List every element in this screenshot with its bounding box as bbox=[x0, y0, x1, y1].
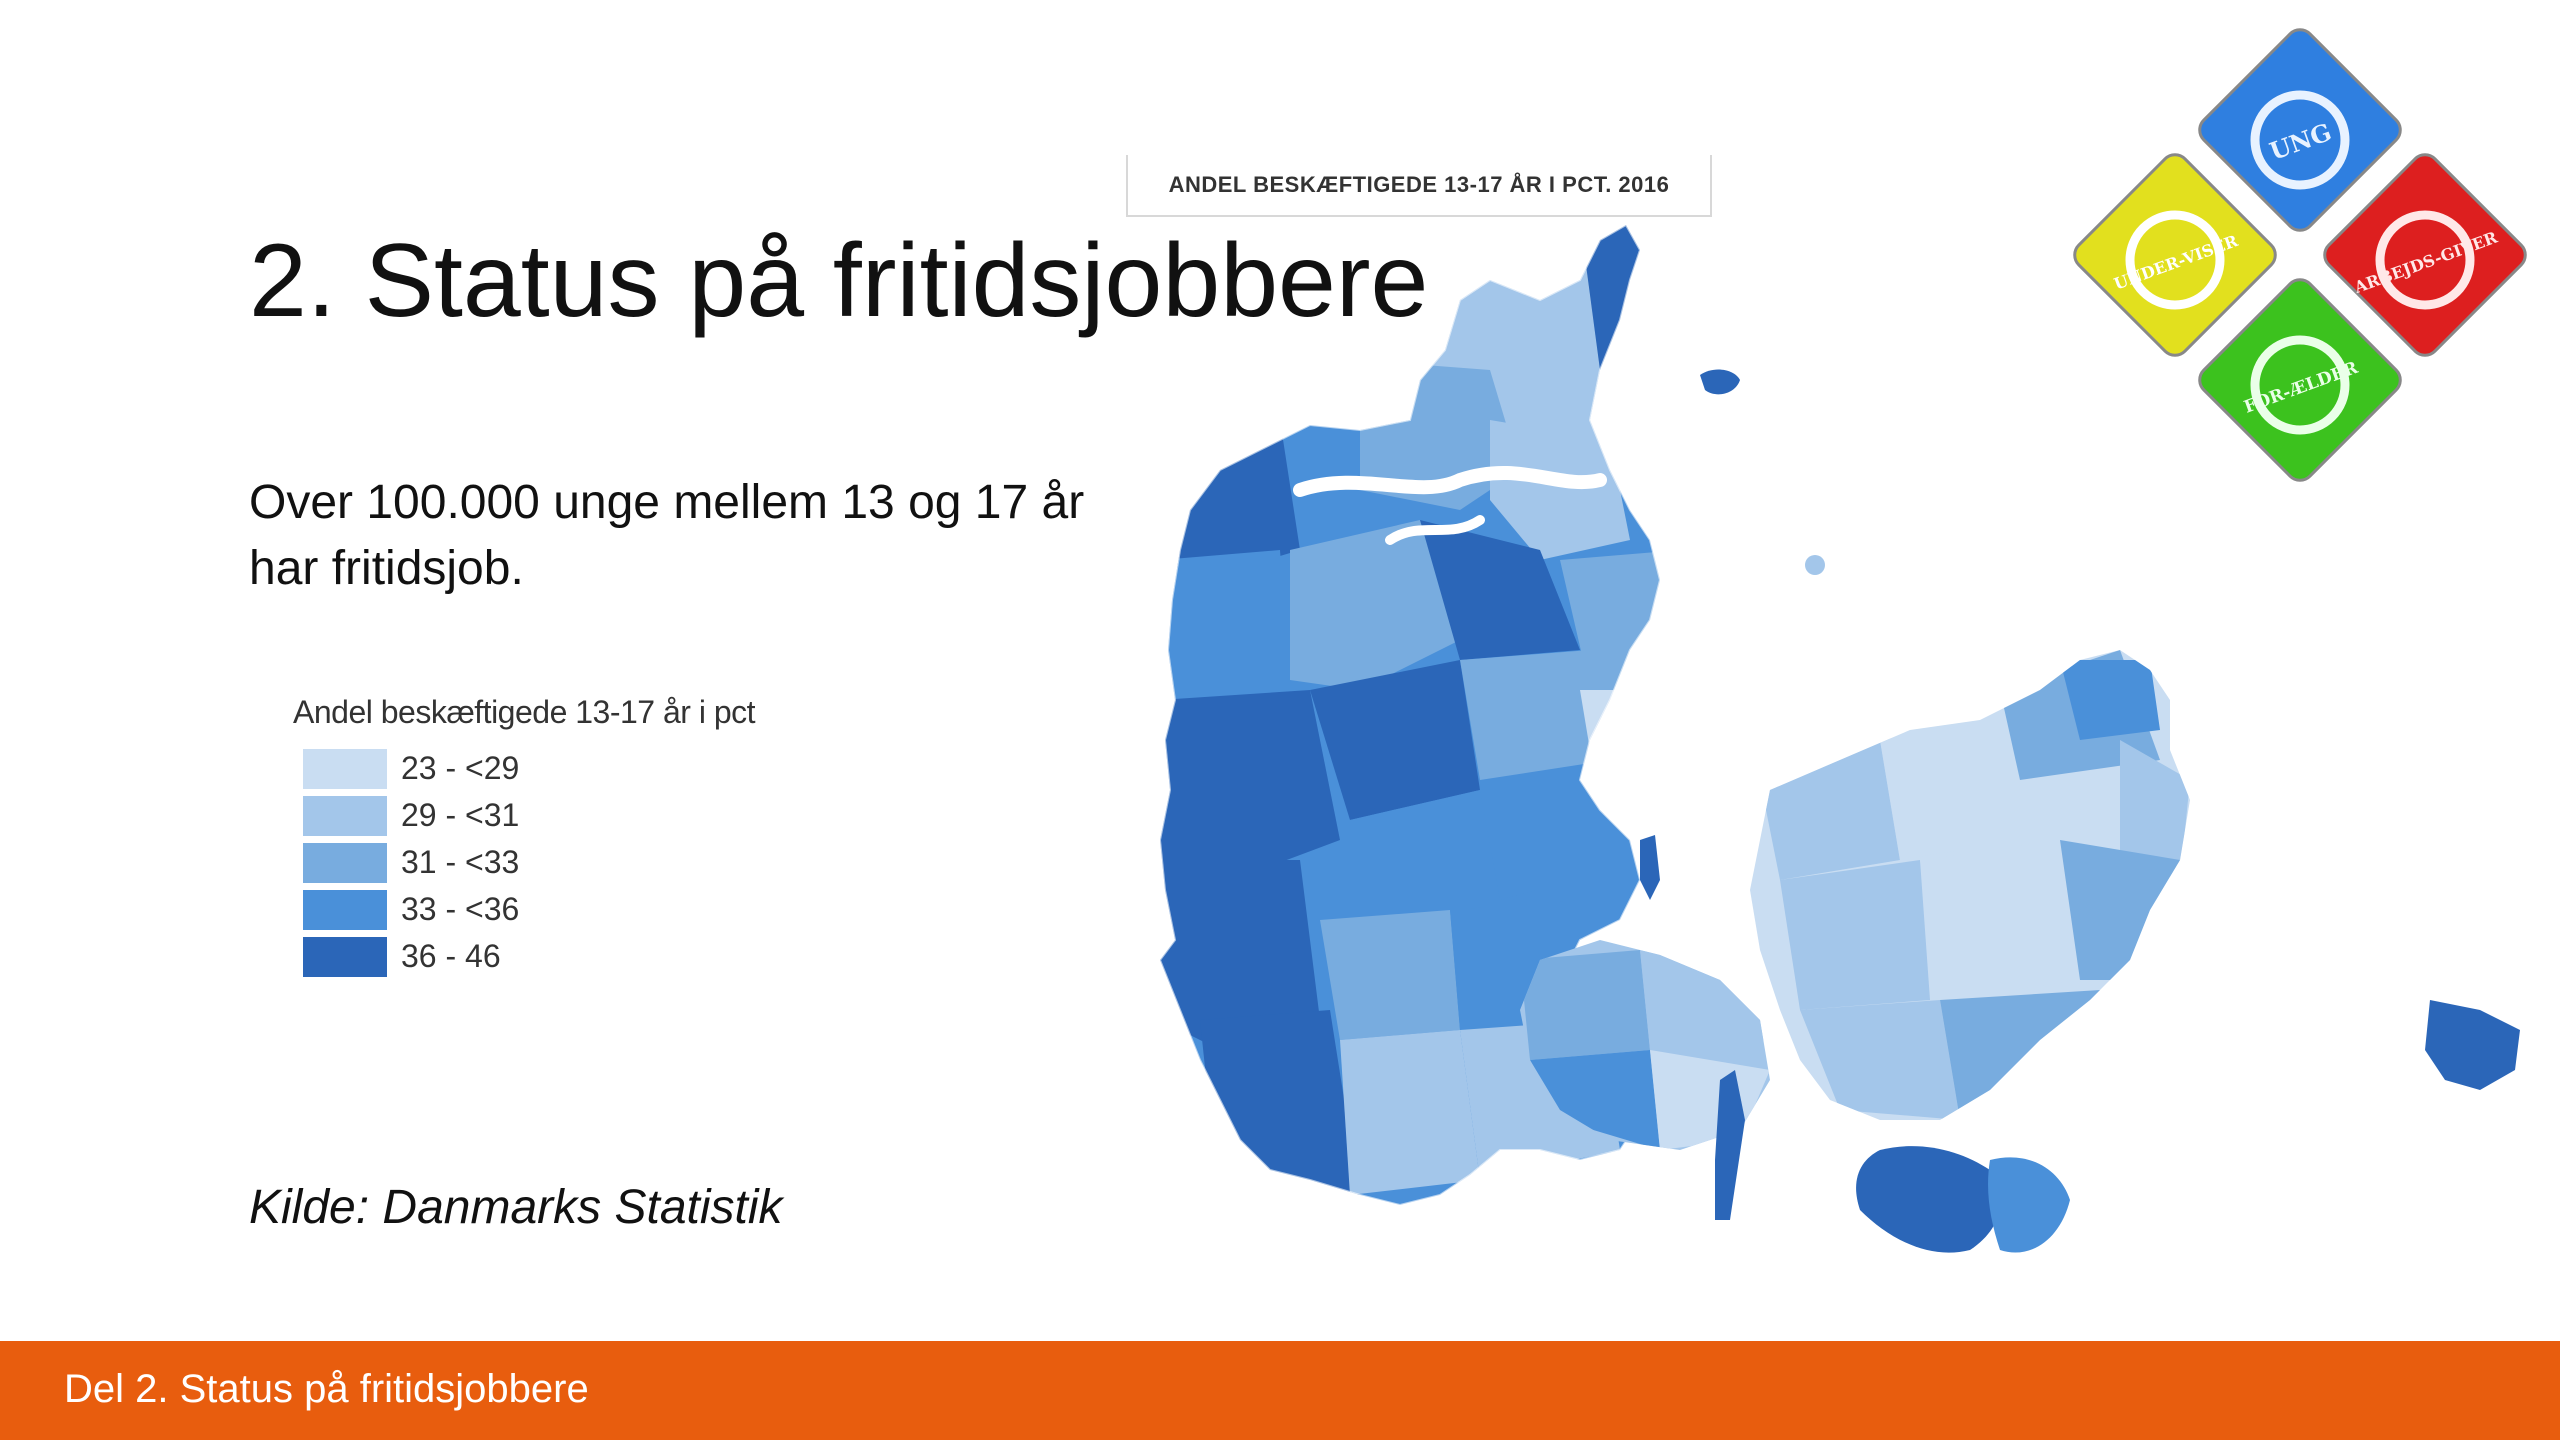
legend-swatch bbox=[303, 795, 387, 836]
zealand-regions bbox=[1750, 650, 2190, 1120]
jutland-regions bbox=[1160, 225, 1660, 1205]
logo-segment-underviser: UNDER-VISER bbox=[2073, 153, 2277, 357]
legend-title: Andel beskæftigede 13-17 år i pct bbox=[293, 694, 756, 730]
slide-title: 2. Status på fritidsjobbere bbox=[249, 223, 1429, 339]
legend-label: 36 - 46 bbox=[401, 938, 501, 974]
legend-swatch bbox=[303, 889, 387, 930]
legend-item: 29 - <31 bbox=[303, 792, 755, 839]
legend-swatch bbox=[303, 842, 387, 883]
logo-segment-ung: UNG bbox=[2198, 28, 2402, 232]
footer-text: Del 2. Status på fritidsjobbere bbox=[64, 1367, 589, 1411]
legend-label: 29 - <31 bbox=[401, 797, 520, 833]
body-text: Over 100.000 unge mellem 13 og 17 år har… bbox=[249, 476, 1085, 595]
map-header: ANDEL BESKÆFTIGEDE 13-17 ÅR I PCT. 2016 bbox=[1126, 155, 1712, 217]
bornholm-region bbox=[2425, 1000, 2520, 1090]
legend-swatch bbox=[303, 748, 387, 789]
laeso-region bbox=[1700, 369, 1740, 395]
stakeholder-logo: UNG UNDER-VISER ARBEJDS-GIVER FOR-ÆLDER bbox=[2073, 28, 2527, 482]
legend-item: 31 - <33 bbox=[303, 839, 755, 886]
langeland-region bbox=[1715, 1070, 1745, 1220]
map-legend: Andel beskæftigede 13-17 år i pct 23 - <… bbox=[293, 694, 756, 980]
legend-item: 36 - 46 bbox=[303, 933, 755, 980]
legend-swatch bbox=[303, 936, 387, 977]
logo-segment-foraelder: FOR-ÆLDER bbox=[2198, 278, 2402, 482]
legend-label: 33 - <36 bbox=[401, 891, 520, 927]
denmark-map bbox=[1160, 223, 2520, 1253]
legend-item: 33 - <36 bbox=[303, 886, 755, 933]
falster-region bbox=[1988, 1157, 2070, 1253]
source-citation: Kilde: Danmarks Statistik bbox=[249, 1181, 783, 1234]
logo-segment-arbejdsgiver: ARBEJDS-GIVER bbox=[2323, 153, 2527, 357]
lolland-region bbox=[1856, 1146, 2001, 1253]
legend-label: 31 - <33 bbox=[401, 844, 520, 880]
anholt-region bbox=[1805, 555, 1825, 575]
legend-item: 23 - <29 bbox=[303, 745, 755, 792]
map-header-label: ANDEL BESKÆFTIGEDE 13-17 ÅR I PCT. 2016 bbox=[1168, 172, 1670, 197]
samso-region bbox=[1640, 835, 1660, 900]
legend-label: 23 - <29 bbox=[401, 750, 520, 786]
footer-bar: Del 2. Status på fritidsjobbere bbox=[0, 1341, 2560, 1440]
